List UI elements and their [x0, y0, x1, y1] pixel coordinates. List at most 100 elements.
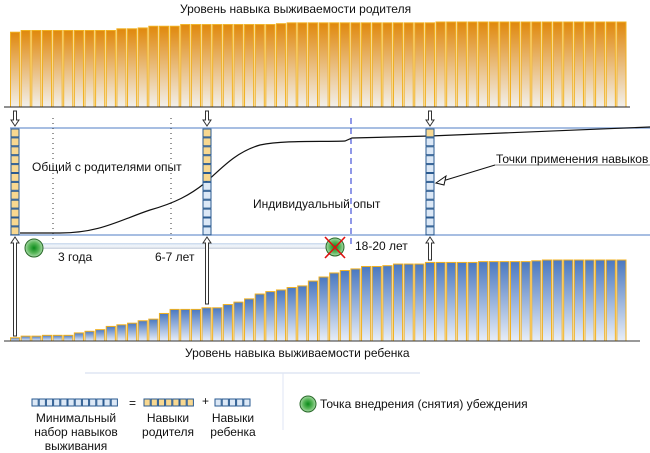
legend-min-set-cell [89, 398, 97, 407]
shared-experience-label: Общий с родителями опыт [32, 160, 182, 174]
parent-bar [350, 22, 361, 108]
legend-min-set-cell [110, 398, 118, 407]
down-arrow-icon [425, 110, 435, 127]
parent-bar [148, 25, 159, 108]
parent-bar [403, 22, 414, 108]
child-bar [190, 308, 201, 342]
late-skill-column-cell [425, 199, 435, 209]
min-skill-column-cell [10, 137, 20, 147]
parent-bar [361, 22, 372, 108]
legend-parent-cell [186, 398, 194, 407]
child-bars [10, 259, 627, 342]
child-bar [403, 263, 414, 342]
child-bar [95, 329, 106, 342]
parent-bar [435, 21, 446, 108]
parent-bar [456, 21, 467, 108]
parent-bar [563, 21, 574, 108]
child-bar [307, 280, 318, 342]
parent-bar [137, 27, 148, 108]
parent-bar [446, 21, 457, 108]
child-bar [201, 307, 212, 342]
parent-bar [275, 23, 287, 108]
legend-equals: = [129, 396, 137, 410]
child-bar [116, 324, 127, 342]
child-bar [435, 261, 446, 342]
child-bar [254, 293, 265, 342]
legend-child-cell [221, 398, 229, 407]
parent-bar [488, 21, 499, 108]
legend-belief-point-icon [299, 395, 317, 413]
late-skill-column-cell [425, 217, 435, 227]
min-skill-column-cell [10, 226, 20, 236]
parent-bar [233, 24, 244, 108]
late-skill-column-cell [425, 128, 435, 138]
min-skill-column-cell [10, 146, 20, 156]
late-skill-column-cell [425, 181, 435, 191]
mid-skill-column-cell [202, 164, 212, 174]
legend-child-cell [243, 398, 251, 407]
parent-bar [307, 22, 318, 108]
parent-bar [63, 30, 74, 108]
child-bar [297, 285, 308, 342]
late-skill-column-cell [425, 190, 435, 200]
late-skill-column-cell [425, 155, 435, 165]
legend-child-cell [214, 398, 222, 407]
child-bar [361, 265, 372, 342]
parent-bar [105, 30, 116, 108]
child-bar [73, 332, 84, 342]
parent-bar [509, 21, 521, 108]
legend-min-set-label: Минимальный набор навыков выживания [34, 411, 118, 453]
late-skill-column-cell [425, 137, 435, 147]
child-bar [573, 259, 584, 342]
down-arrow-icon [10, 110, 20, 127]
child-bar [499, 261, 510, 342]
legend-parent-cell [157, 398, 166, 407]
child-bar [616, 259, 627, 342]
timeline-bar [36, 243, 336, 249]
parent-bar [158, 25, 170, 108]
child-bar [339, 270, 350, 342]
legend-min-set-cell [103, 398, 111, 407]
child-bar [605, 259, 616, 342]
parent-bar [244, 24, 255, 108]
legend-min-set-cell [67, 398, 75, 407]
mid-skill-column-cell [202, 181, 212, 191]
parent-bar [616, 21, 627, 108]
legend-plus: + [202, 394, 210, 408]
skills-diagram: Уровень навыка выживаемости родителя Уро… [4, 2, 650, 453]
parent-bar [20, 30, 31, 108]
legend-parent-cell [179, 398, 187, 407]
up-arrow-icon [10, 236, 20, 337]
child-bar [414, 263, 425, 342]
parent-bar [73, 30, 84, 108]
late-skill-column-cell [425, 164, 435, 174]
parent-bar [382, 22, 393, 108]
child-bar [31, 335, 42, 342]
parent-bar [552, 21, 563, 108]
legend-min-set-cell [38, 398, 46, 407]
child-bar [233, 301, 244, 342]
legend-min-set-cell [53, 398, 61, 407]
min-skill-column-cell [10, 155, 20, 165]
callout-line [435, 164, 496, 184]
legend-min-set-cell [74, 398, 82, 407]
legend-parent-cell [165, 398, 173, 407]
min-skill-column-cell [10, 208, 20, 218]
child-bar [63, 334, 74, 342]
cross-icon [324, 236, 346, 259]
child-bar [265, 291, 276, 342]
child-bar [552, 259, 563, 342]
child-bar [158, 312, 170, 342]
legend-parent-cell [150, 398, 158, 407]
child-bar [169, 308, 180, 342]
mid-skill-column-cell [202, 226, 212, 236]
min-skill-column-cell [10, 190, 20, 200]
legend-parent-cell [143, 398, 151, 407]
min-skill-column-cell [10, 164, 20, 174]
parent-bar [467, 21, 478, 108]
legend-min-set-cell [96, 398, 104, 407]
child-bar [478, 261, 489, 342]
child-bar [531, 260, 542, 342]
parent-bar [180, 24, 191, 108]
min-skill-column-cell [10, 173, 20, 182]
